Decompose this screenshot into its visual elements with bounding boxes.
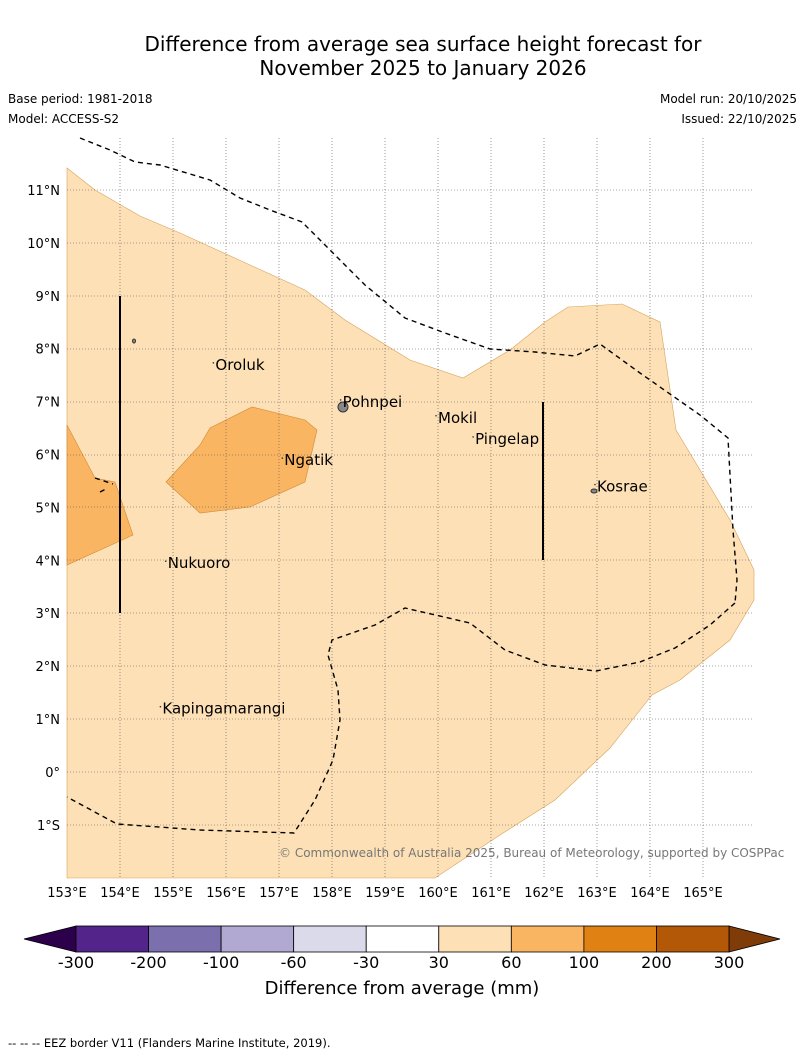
- place-label: Pohnpei: [343, 393, 403, 411]
- place-label: Ngatik: [284, 451, 333, 469]
- model-name: Model: ACCESS-S2: [8, 112, 120, 126]
- place-marker: [339, 399, 342, 401]
- lon-label: 165°E: [683, 886, 723, 901]
- lon-label: 153°E: [47, 886, 87, 901]
- colorbar-segment: [583, 925, 657, 953]
- island-small-shape: [132, 338, 136, 344]
- colorbar: -300 -200 -100 -60 -30 30 60 100 200 300: [23, 925, 781, 972]
- colorbar-title: Difference from average (mm): [264, 978, 540, 999]
- colorbar-segment: [148, 925, 222, 953]
- colorbar-tick-label: 300: [714, 953, 745, 972]
- place-marker: [159, 705, 162, 708]
- copyright-notice: © Commonwealth of Australia 2025, Bureau…: [279, 846, 784, 860]
- colorbar-tick-label: -60: [281, 953, 307, 972]
- title-line-2: November 2025 to January 2026: [259, 56, 587, 80]
- colorbar-segment: [365, 925, 440, 953]
- place-marker: [281, 457, 284, 459]
- colorbar-tick-label: -300: [58, 953, 94, 972]
- place-label: Nukuoro: [168, 554, 231, 572]
- lat-label: 9°N: [36, 290, 61, 305]
- lat-label: 11°N: [27, 184, 60, 199]
- place-marker: [164, 560, 167, 563]
- colorbar-tick-label: 30: [429, 953, 449, 972]
- lon-label: 158°E: [312, 886, 352, 901]
- place-marker: [594, 483, 596, 486]
- title-line-1: Difference from average sea surface heig…: [144, 32, 702, 56]
- colorbar-under-arrow: [23, 925, 77, 953]
- lat-label: 0°: [45, 766, 60, 781]
- colorbar-over-arrow: [728, 925, 781, 953]
- colorbar-segment: [293, 925, 367, 953]
- colorbar-segment: [510, 925, 585, 953]
- colorbar-tick-label: -100: [203, 953, 239, 972]
- island-kosrae-shape: [590, 488, 598, 494]
- eez-fragment: [94, 477, 114, 493]
- colorbar-tick-label: -30: [353, 953, 379, 972]
- lat-label: 6°N: [36, 449, 61, 464]
- lat-label: 7°N: [36, 396, 61, 411]
- place-label: Pingelap: [475, 430, 539, 448]
- lon-label: 160°E: [418, 886, 458, 901]
- place-marker: [472, 436, 474, 438]
- longitude-labels: 153°E 154°E 155°E 156°E 157°E 158°E 159°E 160°E…: [47, 886, 723, 901]
- gridlines: [67, 138, 754, 878]
- anomaly-60-100-region-west: [66, 424, 134, 566]
- place-labels: Oroluk Pohnpei Mokil Pingelap Ngatik Kosrae Nu…: [159, 356, 648, 718]
- place-label: Mokil: [438, 409, 477, 427]
- issued-date: Issued: 22/10/2025: [681, 112, 797, 126]
- lon-label: 161°E: [471, 886, 511, 901]
- island-shapes: [132, 338, 598, 494]
- place-marker: [435, 414, 437, 417]
- model-run: Model run: 20/10/2025: [659, 92, 797, 106]
- lon-label: 159°E: [365, 886, 405, 901]
- island-pohnpei-shape: [337, 401, 349, 413]
- colorbar-tick-label: 60: [501, 953, 521, 972]
- place-marker: [212, 362, 215, 364]
- colorbar-tick-label: -200: [130, 953, 166, 972]
- place-label: Oroluk: [215, 356, 264, 374]
- lat-label: 3°N: [36, 607, 61, 622]
- lat-label: 4°N: [36, 554, 61, 569]
- map-title: Difference from average sea surface heig…: [0, 32, 804, 80]
- lon-label: 157°E: [259, 886, 299, 901]
- lon-label: 163°E: [577, 886, 617, 901]
- lat-label: 8°N: [36, 343, 61, 358]
- place-label: Kosrae: [597, 478, 648, 496]
- eez-border-north: [79, 137, 738, 604]
- lat-label: 1°N: [36, 713, 61, 728]
- lat-label: 1°S: [37, 819, 60, 834]
- lon-label: 155°E: [153, 886, 193, 901]
- latitude-labels: 11°N 10°N 9°N 8°N 7°N 6°N 5°N 4°N 3°N 2°N 1°N 0° 1°S: [27, 184, 60, 834]
- place-label: Kapingamarangi: [162, 700, 285, 718]
- lon-label: 154°E: [100, 886, 140, 901]
- colorbar-segment: [438, 925, 512, 953]
- colorbar-segment: [656, 925, 730, 953]
- lat-label: 2°N: [36, 660, 61, 675]
- lat-label: 5°N: [36, 501, 61, 516]
- colorbar-segment: [220, 925, 295, 953]
- eez-borders: [66, 137, 738, 834]
- lon-label: 156°E: [206, 886, 246, 901]
- colorbar-segment: [75, 925, 149, 953]
- colorbar-tick-label: 100: [569, 953, 600, 972]
- anomaly-30-60-region: [66, 167, 755, 879]
- eez-border-south: [66, 602, 736, 834]
- lon-label: 162°E: [524, 886, 564, 901]
- lon-label: 164°E: [630, 886, 670, 901]
- base-period: Base period: 1981-2018: [8, 92, 153, 106]
- colorbar-tick-label: 200: [641, 953, 672, 972]
- lat-label: 10°N: [27, 237, 60, 252]
- eez-legend-note: -- -- -- EEZ border V11 (Flanders Marine…: [8, 1036, 331, 1050]
